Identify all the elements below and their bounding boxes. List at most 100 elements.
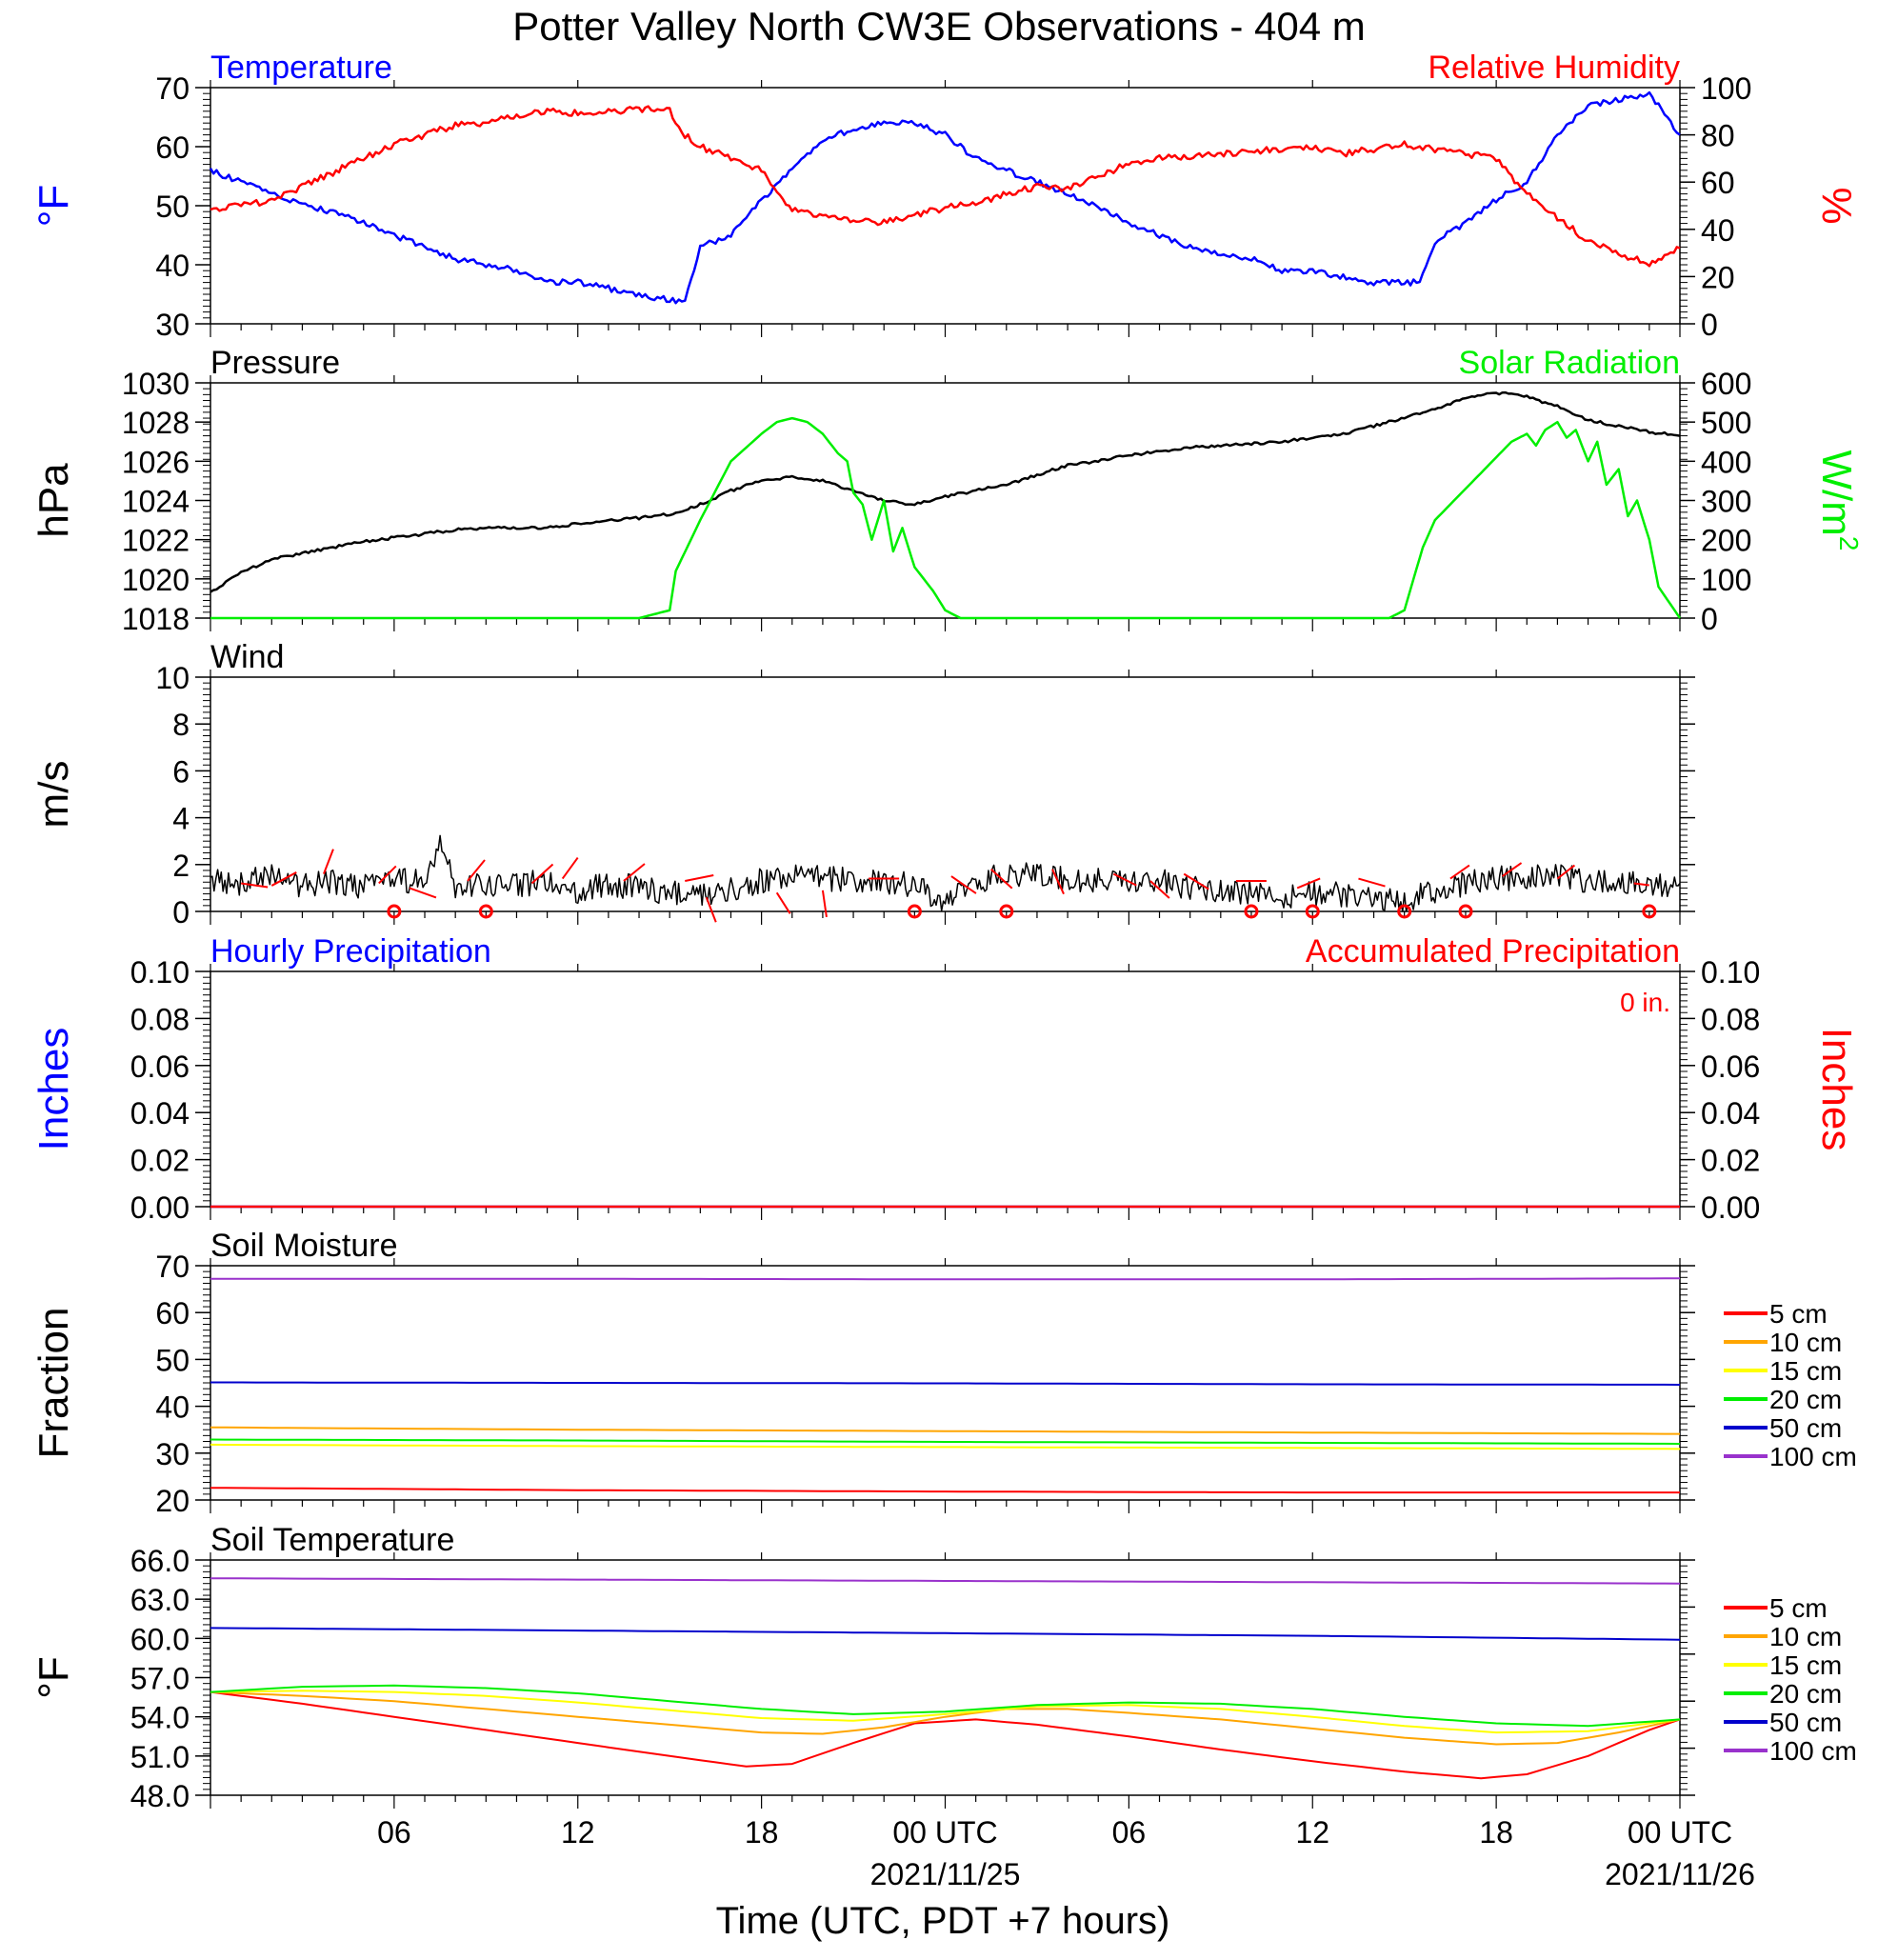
- legend-label: 5 cm: [1769, 1593, 1828, 1623]
- y-tick-label: 1022: [122, 524, 190, 558]
- x-tick-label: 12: [561, 1815, 595, 1850]
- calm-wind-circle: [907, 904, 922, 919]
- series-line-15-cm: [210, 1690, 1681, 1734]
- y-axis-label-left: hPa: [30, 463, 77, 538]
- legend-label: 50 cm: [1769, 1413, 1842, 1443]
- y-tick-label-right: 0: [1701, 602, 1718, 636]
- y-axis-label-right: Inches: [1813, 1028, 1860, 1151]
- y-tick-label: 6: [172, 754, 190, 789]
- y-axis-label-left: Fraction: [30, 1308, 77, 1459]
- wind-barb: [409, 887, 437, 899]
- wind-barb: [561, 856, 579, 880]
- wind-barb: [1358, 877, 1386, 888]
- y-tick-label-right: 20: [1701, 260, 1735, 294]
- wind-barb: [241, 882, 269, 889]
- y-tick-label: 63.0: [130, 1583, 190, 1617]
- y-tick-label: 57.0: [130, 1662, 190, 1696]
- wind-barb: [685, 874, 714, 883]
- wind-barb: [378, 865, 397, 885]
- series-line-solar-radiation: [210, 416, 1682, 620]
- wind-barb: [1556, 864, 1576, 880]
- panel-precipitation: 0.00 0.02 0.04 0.06 0.08 0.10 0.00 0.02 0.04 0.06…: [30, 933, 1860, 1225]
- x-tick-label: 18: [1479, 1815, 1513, 1850]
- y-tick-label: 60: [155, 1296, 190, 1330]
- legend-label: 20 cm: [1769, 1385, 1842, 1414]
- calm-wind-circle: [1397, 904, 1412, 919]
- y-axis-label-left: °F: [30, 185, 77, 227]
- x-date-label: 2021/11/25: [870, 1857, 1021, 1891]
- y-tick-label: 1026: [122, 445, 190, 479]
- y-tick-label-right: 600: [1701, 367, 1751, 401]
- wind-barb: [1633, 882, 1649, 887]
- series-line-5-cm: [210, 1690, 1681, 1780]
- legend-label: 20 cm: [1769, 1679, 1842, 1709]
- y-tick-label-right: 60: [1701, 166, 1735, 200]
- panel-title-right: Accumulated Precipitation: [1306, 933, 1680, 970]
- wind-barb: [950, 875, 977, 894]
- y-tick-label: 0.04: [130, 1096, 190, 1130]
- x-tick-label: 06: [1112, 1815, 1147, 1850]
- legend-label: 15 cm: [1769, 1356, 1842, 1386]
- y-tick-label: 0.06: [130, 1050, 190, 1084]
- panel-title-left: Wind: [210, 639, 284, 675]
- y-tick-label: 8: [172, 708, 190, 742]
- wind-barb: [1112, 872, 1137, 887]
- y-axis-label-right: W/m2: [1813, 450, 1864, 551]
- x-tick-label: 18: [745, 1815, 779, 1850]
- wind-barb: [467, 859, 486, 882]
- y-tick-label: 30: [155, 1437, 190, 1471]
- y-tick-label: 50: [155, 1343, 190, 1377]
- y-tick-label-right: 80: [1701, 119, 1735, 153]
- y-tick-label: 60: [155, 130, 190, 165]
- series-line-15-cm: [210, 1443, 1681, 1450]
- y-tick-label-right: 300: [1701, 485, 1751, 519]
- calm-wind-circle: [478, 904, 493, 919]
- wind-barb: [1501, 862, 1523, 877]
- y-tick-label-right: 100: [1701, 71, 1751, 106]
- legend-label: 15 cm: [1769, 1650, 1842, 1680]
- series-line-100-cm: [210, 1277, 1680, 1281]
- y-axis-label-left: m/s: [30, 761, 77, 829]
- series-line-20-cm: [210, 1684, 1681, 1728]
- wind-barb: [530, 863, 554, 885]
- calm-wind-circle: [1458, 904, 1473, 919]
- panel-title-left: Pressure: [210, 345, 340, 381]
- calm-wind-circle: [1244, 904, 1259, 919]
- panel-title-left: Soil Temperature: [210, 1522, 454, 1558]
- series-line-5-cm: [210, 1487, 1680, 1494]
- y-tick-label: 54.0: [130, 1701, 190, 1735]
- calm-wind-circle: [1305, 904, 1320, 919]
- y-tick-label: 20: [155, 1484, 190, 1518]
- y-tick-label-right: 0.10: [1701, 955, 1760, 990]
- wind-barb: [623, 863, 646, 882]
- panel-temp-rh: 30 40 50 60 70 0 20 40 60 80 100 Temperature Relativ…: [30, 50, 1860, 342]
- legend-label: 10 cm: [1769, 1622, 1842, 1651]
- x-tick-label: 00 UTC: [1628, 1815, 1732, 1850]
- panel-wind: 0 2 4 6 8 10 Wind m/s: [30, 639, 1695, 930]
- series-line-pressure: [210, 390, 1681, 593]
- wind-barb: [1296, 877, 1321, 890]
- y-tick-label: 0: [172, 895, 190, 930]
- y-tick-label: 4: [172, 802, 190, 836]
- series-line-relative-humidity: [210, 105, 1681, 268]
- y-tick-label: 40: [155, 1390, 190, 1425]
- y-tick-label: 0.10: [130, 955, 190, 990]
- panel-soil-moisture: 20 30 40 50 60 70 Soil Moisture Fraction 5 cm10 …: [30, 1228, 1857, 1518]
- y-tick-label-right: 0.02: [1701, 1144, 1760, 1178]
- panel-title-left: Soil Moisture: [210, 1228, 398, 1264]
- legend-label: 100 cm: [1769, 1736, 1857, 1766]
- y-tick-label: 70: [155, 1250, 190, 1284]
- y-tick-label-right: 500: [1701, 406, 1751, 440]
- y-tick-label-right: 0: [1701, 308, 1718, 342]
- x-tick-label: 12: [1295, 1815, 1329, 1850]
- y-tick-label-right: 40: [1701, 213, 1735, 248]
- legend-label: 100 cm: [1769, 1442, 1857, 1471]
- panel-soil-temperature: 48.0 51.0 54.0 57.0 60.0 63.0 66.0 Soil Tempera…: [30, 1522, 1857, 1813]
- panel-title-left: Hourly Precipitation: [210, 933, 491, 970]
- y-tick-label: 1018: [122, 602, 190, 636]
- y-tick-label: 0.08: [130, 1002, 190, 1036]
- y-tick-label: 10: [155, 661, 190, 695]
